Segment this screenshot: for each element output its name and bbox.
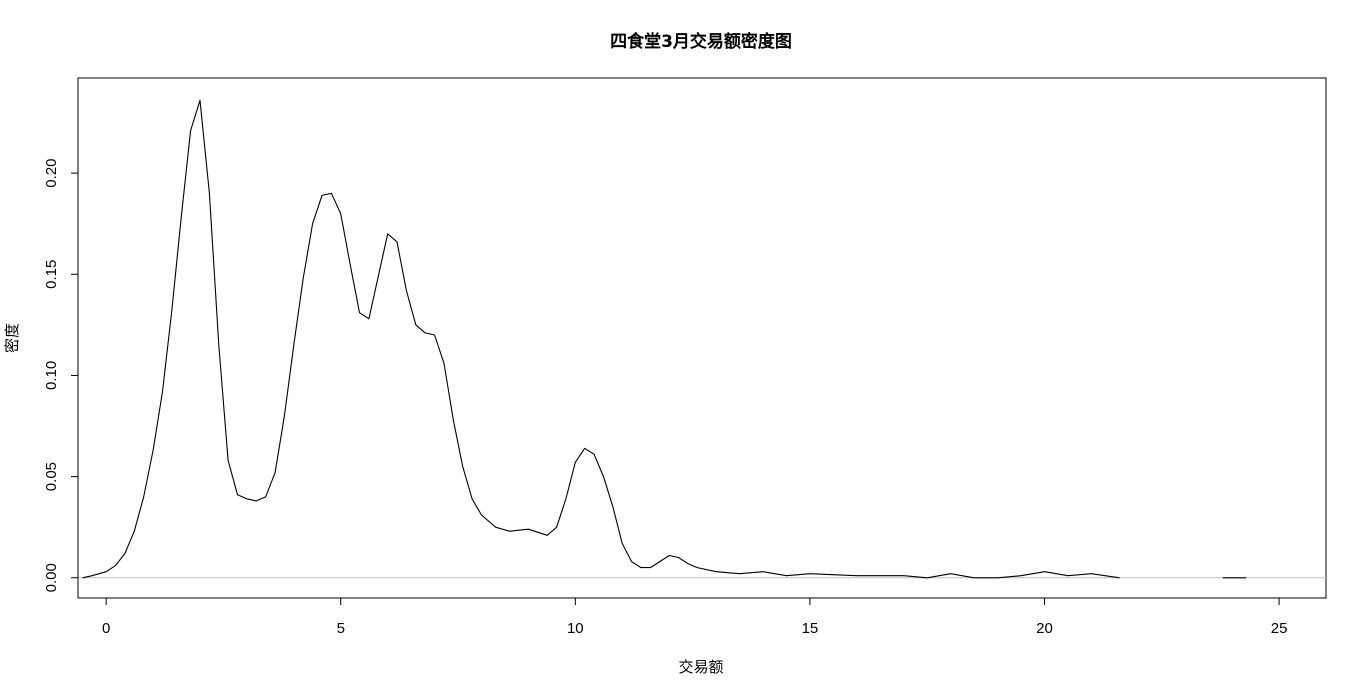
x-tick-label: 25 (1271, 620, 1288, 637)
y-tick-label: 0.00 (43, 563, 60, 592)
y-axis-label: 密度 (3, 323, 21, 353)
y-tick-label: 0.10 (43, 361, 60, 390)
density-line-0 (82, 99, 1120, 579)
x-axis: 0 5 10 15 20 25 (102, 597, 1288, 637)
y-tick-label: 0.20 (43, 158, 60, 187)
chart-title: 四食堂3月交易额密度图 (610, 31, 792, 52)
x-tick-label: 15 (802, 620, 819, 637)
y-tick-label: 0.05 (43, 462, 60, 491)
x-axis-label: 交易额 (678, 658, 723, 676)
x-tick-label: 10 (567, 620, 584, 637)
series-layer (82, 99, 1247, 579)
y-axis: 0.00 0.05 0.10 0.15 0.20 (43, 158, 79, 592)
x-tick-label: 5 (337, 620, 345, 637)
y-tick-label: 0.15 (43, 260, 60, 289)
x-tick-label: 0 (102, 620, 110, 637)
x-tick-label: 20 (1036, 620, 1053, 637)
plot-frame (77, 77, 1327, 599)
